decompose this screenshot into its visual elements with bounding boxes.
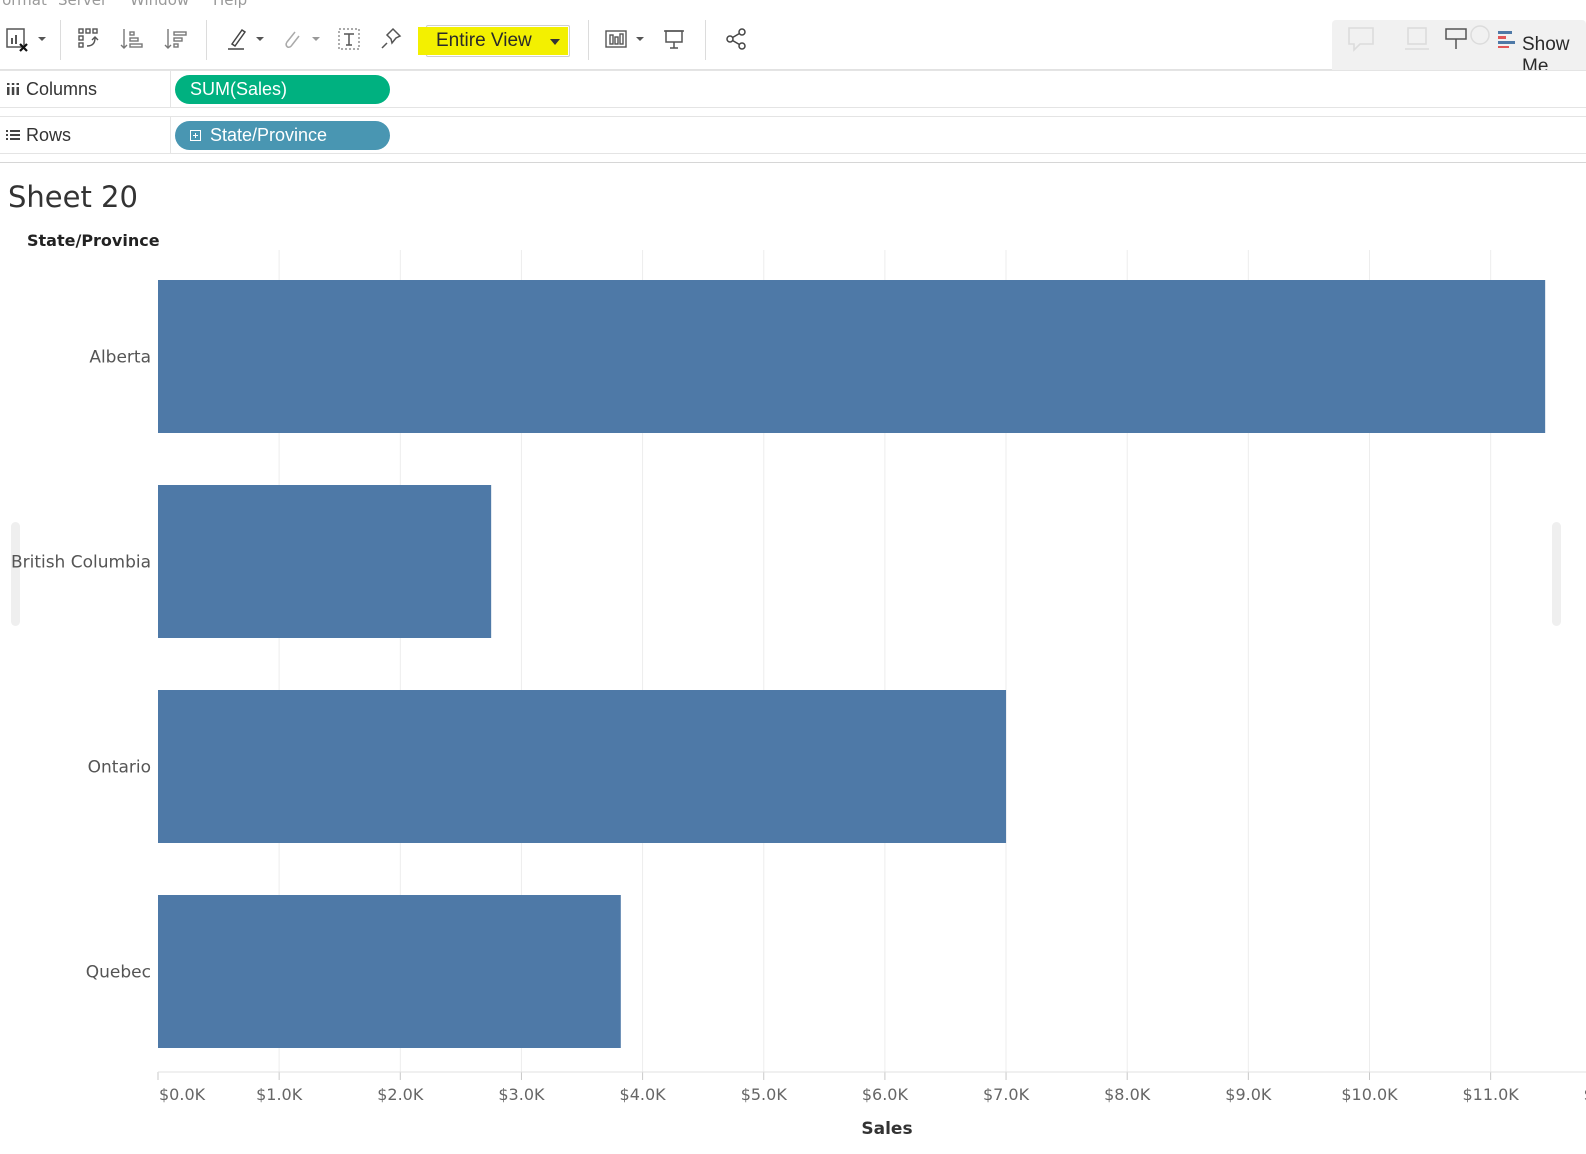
menu-format[interactable]: Format xyxy=(0,0,47,8)
bar[interactable] xyxy=(158,895,621,1048)
row-header[interactable]: State/Province xyxy=(27,231,160,250)
chevron-down-icon[interactable] xyxy=(252,22,268,56)
tooltip-icon[interactable] xyxy=(1442,22,1494,56)
toolbar-separator xyxy=(705,20,706,60)
category-label[interactable]: British Columbia xyxy=(11,553,151,573)
toolbar-separator xyxy=(588,20,589,60)
x-tick-label: $12.0K xyxy=(1584,1085,1586,1104)
right-scroll-handle[interactable] xyxy=(1552,522,1561,626)
x-axis-title[interactable]: Sales xyxy=(861,1119,912,1139)
sheet-title[interactable]: Sheet 20 xyxy=(8,180,138,214)
state-province-pill[interactable]: State/Province xyxy=(175,121,390,150)
chevron-down-icon[interactable] xyxy=(308,22,324,56)
chevron-down-icon[interactable] xyxy=(550,39,560,45)
menu-window[interactable]: Window xyxy=(130,0,189,8)
pill-label: State/Province xyxy=(210,125,328,145)
chevron-down-icon[interactable] xyxy=(632,22,648,56)
x-tick-label: $5.0K xyxy=(741,1085,788,1104)
show-me-icon[interactable] xyxy=(1493,22,1519,56)
category-label[interactable]: Ontario xyxy=(88,758,151,778)
x-tick-label: $4.0K xyxy=(620,1085,667,1104)
bar[interactable] xyxy=(158,280,1546,433)
columns-shelf: Columns SUM(Sales) xyxy=(0,70,1586,108)
x-tick-label: $0.0K xyxy=(159,1085,206,1104)
columns-icon xyxy=(0,81,26,97)
x-tick-label: $6.0K xyxy=(862,1085,909,1104)
category-label[interactable]: Alberta xyxy=(89,348,151,368)
expand-icon[interactable] xyxy=(190,130,201,141)
chevron-down-icon[interactable] xyxy=(34,22,50,56)
menu-server[interactable]: Server xyxy=(58,0,107,8)
bar[interactable] xyxy=(158,690,1007,843)
menu-help[interactable]: Help xyxy=(213,0,247,8)
sort-ascending-icon[interactable] xyxy=(116,22,148,56)
rows-shelf-label: Rows xyxy=(0,117,171,153)
presentation-icon[interactable] xyxy=(658,22,690,56)
sum-sales-pill[interactable]: SUM(Sales) xyxy=(175,75,390,104)
sort-descending-icon[interactable] xyxy=(160,22,192,56)
x-tick-label: $1.0K xyxy=(256,1085,303,1104)
highlight-icon[interactable] xyxy=(222,22,252,56)
pill-label: SUM(Sales) xyxy=(190,79,288,99)
rows-icon xyxy=(0,127,26,143)
rows-shelf: Rows State/Province xyxy=(0,116,1586,154)
swap-icon[interactable] xyxy=(72,22,104,56)
x-tick-label: $10.0K xyxy=(1341,1085,1398,1104)
fit-width-icon[interactable] xyxy=(600,22,632,56)
toolbar: Entire View Show Me xyxy=(0,8,1586,77)
rows-label: Rows xyxy=(26,124,72,145)
label-icon[interactable] xyxy=(334,22,364,56)
group-icon[interactable] xyxy=(276,22,306,56)
fit-dropdown-value: Entire View xyxy=(436,30,532,51)
bar[interactable] xyxy=(158,485,492,638)
menu-bar: Format Server Window Help xyxy=(0,0,1586,8)
x-axis-ticks: $0.0K $1.0K $2.0K $3.0K $4.0K $5.0K $6.0K $7.0K… xyxy=(157,1071,1586,1104)
toolbar-separator xyxy=(206,20,207,60)
comment-icon[interactable] xyxy=(1344,22,1378,56)
device-icon[interactable] xyxy=(1400,22,1434,56)
x-tick-label: $3.0K xyxy=(498,1085,545,1104)
left-scroll-handle[interactable] xyxy=(11,522,20,626)
columns-shelf-label: Columns xyxy=(0,71,171,107)
bars xyxy=(158,280,1546,1048)
x-tick-label: $8.0K xyxy=(1104,1085,1151,1104)
toolbar-separator xyxy=(60,20,61,60)
divider xyxy=(0,162,1586,163)
category-labels: Alberta British Columbia Ontario Quebec xyxy=(11,348,151,983)
category-label[interactable]: Quebec xyxy=(86,963,151,983)
x-tick-label: $9.0K xyxy=(1225,1085,1272,1104)
x-tick-label: $7.0K xyxy=(983,1085,1030,1104)
x-tick-label: $11.0K xyxy=(1463,1085,1520,1104)
share-icon[interactable] xyxy=(720,22,752,56)
x-tick-label: $2.0K xyxy=(377,1085,424,1104)
new-worksheet-icon[interactable] xyxy=(0,22,34,56)
columns-label: Columns xyxy=(26,78,98,99)
pin-icon[interactable] xyxy=(376,22,406,56)
fit-highlight xyxy=(418,27,568,55)
bar-chart: Alberta British Columbia Ontario Quebec $0.… xyxy=(11,250,1586,1139)
